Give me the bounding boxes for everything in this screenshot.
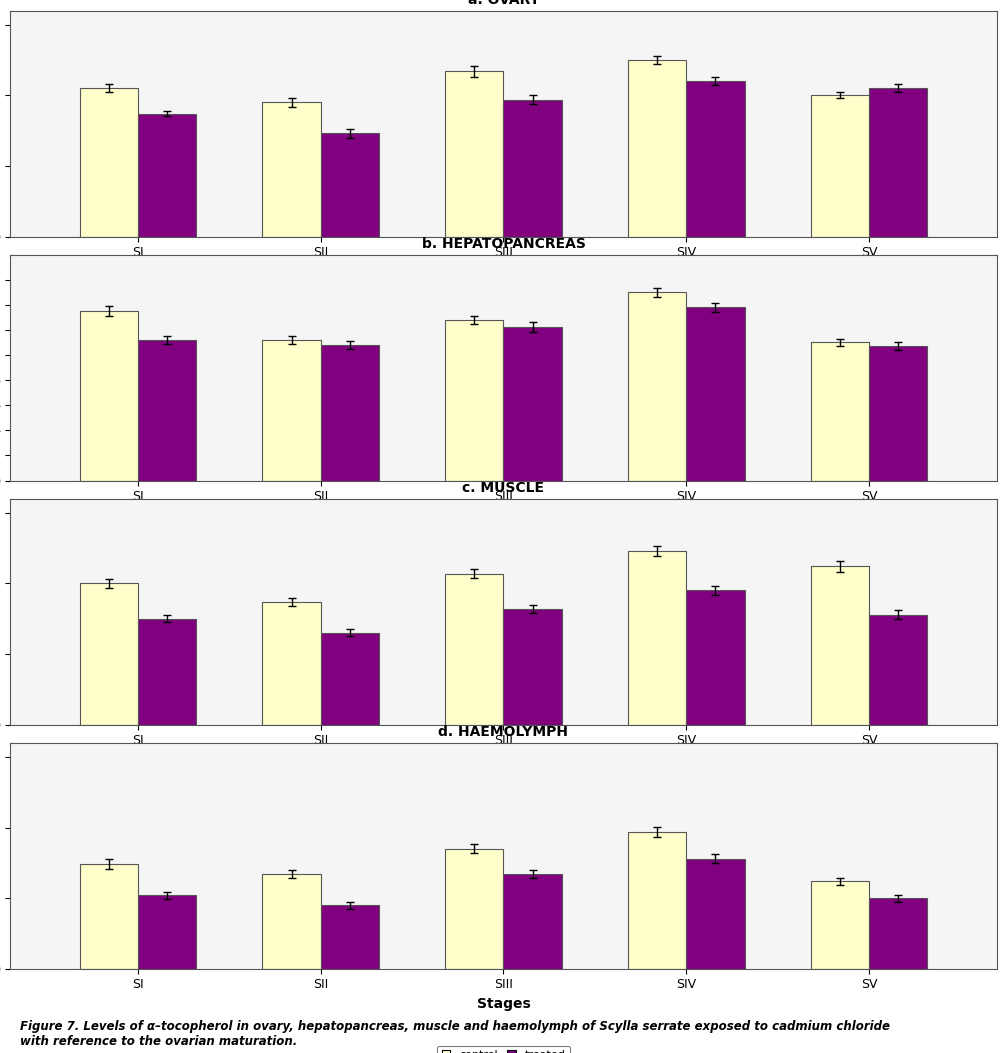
- Legend: control, treated: control, treated: [437, 801, 570, 821]
- Bar: [869, 346, 927, 480]
- Bar: [445, 320, 504, 480]
- Bar: [627, 60, 686, 237]
- Bar: [262, 340, 321, 480]
- Bar: [321, 906, 380, 969]
- Bar: [321, 134, 380, 237]
- Bar: [627, 832, 686, 969]
- Bar: [80, 311, 138, 480]
- Bar: [811, 95, 869, 237]
- Bar: [627, 293, 686, 480]
- Text: Figure 7. Levels of α–tocopherol in ovary, hepatopancreas, muscle and haemolymph: Figure 7. Levels of α–tocopherol in ovar…: [20, 1019, 890, 1048]
- X-axis label: Stages: Stages: [476, 753, 531, 767]
- Bar: [321, 345, 380, 480]
- Bar: [504, 609, 562, 724]
- Legend: control, treated: control, treated: [437, 314, 570, 333]
- Bar: [811, 342, 869, 480]
- Bar: [869, 898, 927, 969]
- Bar: [504, 100, 562, 237]
- Bar: [138, 340, 196, 480]
- Bar: [80, 583, 138, 724]
- Bar: [686, 591, 745, 724]
- Title: b. HEPATOPANCREAS: b. HEPATOPANCREAS: [422, 237, 585, 251]
- Bar: [138, 895, 196, 969]
- Bar: [262, 602, 321, 724]
- Bar: [686, 307, 745, 480]
- Title: d. HAEMOLYMPH: d. HAEMOLYMPH: [438, 724, 569, 739]
- Bar: [262, 102, 321, 237]
- Bar: [504, 327, 562, 480]
- Legend: control, treated: control, treated: [437, 1046, 570, 1053]
- Bar: [262, 874, 321, 969]
- X-axis label: Stages: Stages: [476, 264, 531, 279]
- Bar: [686, 81, 745, 237]
- Bar: [80, 88, 138, 237]
- Bar: [80, 865, 138, 969]
- Bar: [445, 72, 504, 237]
- Bar: [869, 88, 927, 237]
- Bar: [627, 551, 686, 724]
- Bar: [138, 619, 196, 724]
- Bar: [138, 114, 196, 237]
- Bar: [321, 633, 380, 724]
- X-axis label: Stages: Stages: [476, 997, 531, 1011]
- Bar: [811, 881, 869, 969]
- Bar: [445, 574, 504, 724]
- Bar: [811, 567, 869, 724]
- X-axis label: Stages: Stages: [476, 509, 531, 523]
- Bar: [504, 874, 562, 969]
- Title: c. MUSCLE: c. MUSCLE: [462, 481, 545, 495]
- Legend: control, treated: control, treated: [437, 558, 570, 577]
- Title: a. OVARY: a. OVARY: [467, 0, 540, 6]
- Bar: [686, 858, 745, 969]
- Bar: [869, 615, 927, 724]
- Bar: [445, 849, 504, 969]
